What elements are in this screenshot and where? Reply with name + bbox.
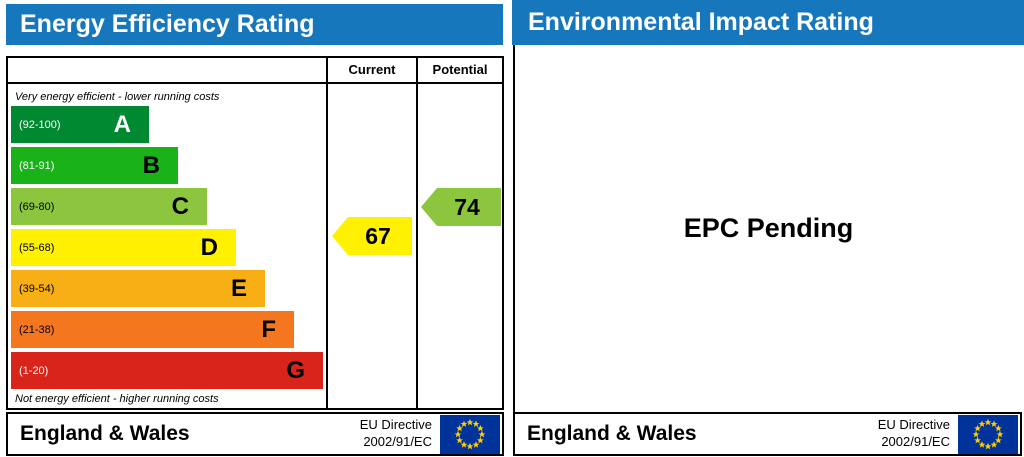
current-column-divider [326, 58, 328, 408]
eu-flag-icon [440, 414, 500, 454]
environmental-rating-header: Environmental Impact Rating [512, 0, 1024, 45]
band-F: (21-38) F [11, 311, 294, 348]
band-F-letter: F [261, 315, 276, 343]
potential-column-divider [416, 58, 418, 408]
band-C-letter: C [171, 192, 189, 220]
eu-directive-line1: EU Directive [359, 417, 432, 433]
epc-pending-label: EPC Pending [683, 213, 854, 243]
current-rating-arrow: 67 [332, 217, 412, 255]
band-E: (39-54) E [11, 270, 265, 307]
energy-rating-header: Energy Efficiency Rating [6, 4, 503, 45]
energy-footer: England & Wales EU Directive 2002/91/EC [6, 412, 504, 456]
band-G-range: (1-20) [19, 364, 49, 377]
energy-eu-directive: EU Directive 2002/91/EC [360, 417, 432, 451]
band-B-range: (81-91) [19, 159, 55, 172]
eu-directive-line1: EU Directive [877, 417, 950, 433]
band-D-letter: D [200, 233, 218, 261]
potential-rating-arrow: 74 [421, 188, 501, 226]
band-G-letter: G [286, 356, 305, 384]
band-C: (69-80) C [11, 188, 207, 225]
current-column-header: Current [348, 62, 396, 77]
band-D-range: (55-68) [19, 241, 55, 254]
bottom-note: Not energy efficient - higher running co… [15, 393, 219, 405]
band-A-range: (92-100) [19, 118, 61, 131]
environmental-footer: England & Wales EU Directive 2002/91/EC [513, 412, 1022, 456]
band-A-letter: A [113, 110, 131, 138]
band-E-range: (39-54) [19, 282, 55, 295]
band-C-range: (69-80) [19, 200, 55, 213]
top-note: Very energy efficient - lower running co… [15, 91, 220, 103]
environmental-region-label: England & Wales [527, 422, 697, 445]
band-G: (1-20) G [11, 352, 323, 389]
potential-column-header: Potential [432, 62, 488, 77]
band-D: (55-68) D [11, 229, 236, 266]
environmental-eu-directive: EU Directive 2002/91/EC [878, 417, 950, 451]
energy-rating-chart: Current Potential Very energy efficient … [6, 56, 504, 410]
environmental-panel: EPC Pending [513, 45, 1022, 412]
band-B: (81-91) B [11, 147, 178, 184]
band-F-range: (21-38) [19, 323, 55, 336]
current-rating-value: 67 [365, 222, 391, 249]
eu-directive-line2: 2002/91/EC [881, 434, 950, 449]
band-B-letter: B [142, 151, 160, 179]
energy-rating-title: Energy Efficiency Rating [20, 10, 315, 38]
potential-rating-value: 74 [454, 193, 480, 220]
eu-directive-line2: 2002/91/EC [363, 434, 432, 449]
energy-region-label: England & Wales [20, 422, 190, 445]
column-header-row: Current Potential [8, 58, 502, 84]
environmental-rating-title: Environmental Impact Rating [528, 8, 874, 36]
band-E-letter: E [230, 274, 247, 302]
band-A: (92-100) A [11, 106, 149, 143]
eu-flag-icon [958, 414, 1018, 454]
